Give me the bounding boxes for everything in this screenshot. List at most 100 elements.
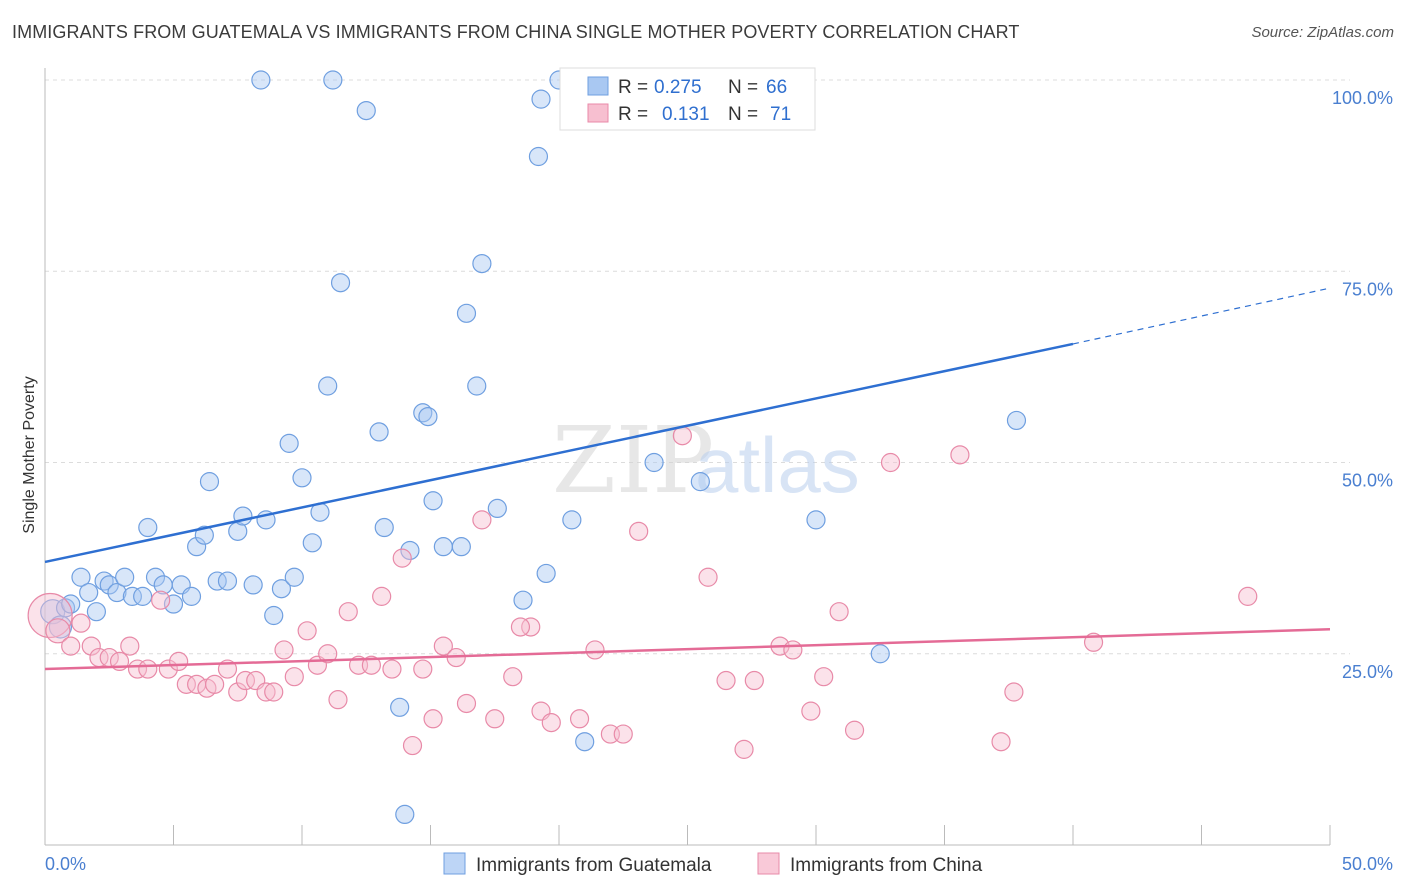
- legend-r-value-guatemala: 0.275: [654, 77, 702, 98]
- point-guatemala: [400, 540, 420, 561]
- legend-r-label: R =: [618, 104, 648, 125]
- point-guatemala: [61, 594, 81, 614]
- series-label-china: Immigrants from China: [790, 855, 983, 876]
- y-tick-label: 25.0%: [1342, 662, 1393, 682]
- point-guatemala: [94, 571, 114, 591]
- point-china: [744, 670, 764, 691]
- point-guatemala: [187, 537, 207, 557]
- point-china: [402, 735, 423, 756]
- point-china: [127, 659, 148, 679]
- trendline-guatemala-extension: [1072, 287, 1331, 345]
- legend-swatch-guatemala: [587, 76, 609, 96]
- point-guatemala: [243, 575, 263, 595]
- point-china: [613, 724, 633, 744]
- point-guatemala: [390, 697, 410, 717]
- tick-labels: 25.0% 50.0% 75.0% 100.0% 0.0% 50.0%: [45, 88, 1393, 874]
- data-points: [27, 70, 1258, 825]
- legend-swatch-china: [587, 103, 609, 123]
- legend-n-label: N =: [728, 77, 758, 98]
- point-guatemala: [806, 510, 826, 530]
- correlation-legend: R = 0.275 N = 66 R = 0.131 N = 71: [559, 67, 816, 131]
- point-guatemala: [423, 491, 443, 511]
- point-guatemala: [107, 582, 127, 603]
- legend-r-value-china: 0.131: [662, 104, 710, 125]
- point-china: [318, 644, 338, 664]
- point-guatemala: [86, 602, 107, 622]
- point-china: [138, 659, 158, 679]
- x-tick-label-max: 50.0%: [1342, 854, 1393, 874]
- point-guatemala: [323, 70, 343, 90]
- point-guatemala: [528, 146, 549, 167]
- point-guatemala: [40, 599, 66, 625]
- point-china: [205, 674, 225, 694]
- point-guatemala: [207, 571, 227, 591]
- point-china: [698, 567, 718, 587]
- series-swatch-guatemala: [443, 852, 466, 875]
- series-swatch-china: [757, 852, 780, 875]
- point-guatemala: [536, 563, 556, 584]
- point-china: [734, 739, 754, 759]
- point-guatemala: [418, 407, 438, 427]
- point-guatemala: [163, 594, 184, 614]
- point-china: [71, 613, 91, 633]
- point-china: [814, 667, 834, 687]
- point-china: [472, 510, 492, 530]
- y-axis-label: Single Mother Poverty: [21, 376, 38, 533]
- point-china: [1004, 682, 1024, 702]
- point-guatemala: [575, 732, 595, 752]
- point-china: [361, 655, 381, 675]
- point-guatemala: [228, 521, 248, 541]
- point-guatemala: [251, 70, 271, 90]
- point-china: [297, 621, 317, 641]
- point-guatemala: [395, 804, 415, 825]
- point-guatemala: [292, 468, 312, 488]
- point-china: [456, 693, 477, 714]
- series-legend: Immigrants from Guatemala Immigrants fro…: [443, 852, 983, 876]
- axes: [44, 68, 1331, 846]
- chart-title: IMMIGRANTS FROM GUATEMALA VS IMMIGRANTS …: [12, 22, 1020, 42]
- point-china: [991, 732, 1011, 752]
- y-tick-label: 50.0%: [1342, 471, 1393, 491]
- point-guatemala: [115, 567, 135, 587]
- point-china: [61, 636, 81, 656]
- legend-r-label: R =: [618, 77, 648, 98]
- point-china: [629, 521, 649, 541]
- point-guatemala: [870, 644, 890, 664]
- trend-lines: [44, 287, 1331, 671]
- point-china: [27, 592, 73, 639]
- legend-n-value-guatemala: 66: [766, 77, 787, 98]
- point-guatemala: [513, 590, 533, 610]
- point-china: [521, 617, 541, 637]
- point-china: [256, 682, 276, 702]
- point-guatemala: [122, 586, 142, 606]
- watermark-zip: ZIP: [552, 407, 714, 514]
- point-guatemala: [472, 254, 492, 274]
- legend-n-label: N =: [728, 104, 758, 125]
- point-china: [433, 636, 453, 656]
- point-guatemala: [264, 605, 284, 626]
- y-tick-label: 100.0%: [1332, 88, 1393, 108]
- point-guatemala: [199, 472, 220, 492]
- point-china: [844, 720, 865, 740]
- point-guatemala: [451, 537, 471, 557]
- point-china: [81, 636, 101, 656]
- trendline-guatemala: [44, 342, 1074, 564]
- point-china: [880, 452, 901, 473]
- point-guatemala: [302, 533, 322, 553]
- point-guatemala: [99, 575, 119, 595]
- point-guatemala: [456, 303, 477, 323]
- point-guatemala: [79, 582, 99, 603]
- point-china: [423, 709, 443, 729]
- point-guatemala: [433, 537, 453, 557]
- y-tick-label: 75.0%: [1342, 279, 1393, 299]
- point-guatemala: [356, 100, 376, 121]
- point-guatemala: [467, 376, 487, 396]
- point-china: [264, 682, 284, 702]
- point-guatemala: [71, 567, 91, 587]
- watermark-atlas: atlas: [695, 421, 860, 509]
- point-guatemala: [318, 376, 338, 396]
- point-china: [783, 640, 803, 660]
- source-credit: Source: ZipAtlas.com: [1251, 24, 1394, 41]
- point-guatemala: [487, 498, 507, 518]
